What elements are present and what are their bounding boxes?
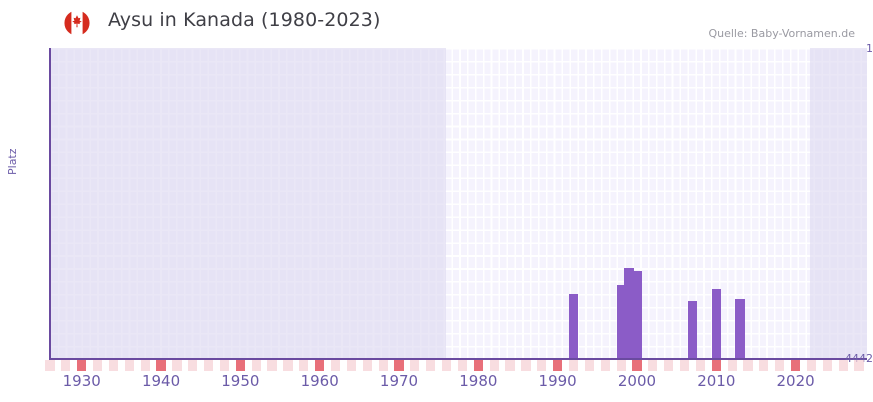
tickmark-1944 — [188, 360, 198, 371]
tickmark-1980 — [473, 360, 483, 371]
tickmark-1996 — [600, 360, 610, 371]
tickmark-1950 — [235, 360, 245, 371]
x-axis-label-1980: 1980 — [459, 372, 498, 390]
tickmark-2004 — [664, 360, 674, 371]
tickmark-2024 — [822, 360, 832, 371]
bar-2007 — [687, 301, 698, 359]
tickmark-1966 — [362, 360, 372, 371]
tickmark-1990 — [553, 360, 563, 371]
tickmark-1934 — [108, 360, 119, 371]
shaded-band-after-range — [810, 48, 867, 359]
bar-1992 — [568, 294, 579, 359]
tickmark-1954 — [267, 360, 277, 371]
tickmark-2028 — [854, 360, 864, 371]
tickmark-2008 — [695, 360, 705, 371]
tickmark-1972 — [410, 360, 420, 371]
x-axis-line — [49, 358, 867, 360]
y-axis-label-top: 1 — [866, 42, 873, 55]
tickmark-1958 — [299, 360, 309, 371]
canada-flag-icon — [63, 9, 91, 37]
x-axis-label-1930: 1930 — [62, 372, 101, 390]
tickmark-2010 — [711, 360, 721, 371]
tickmark-2016 — [759, 360, 769, 371]
y-axis-title: Platz — [6, 148, 19, 175]
chart-title: Aysu in Kanada (1980-2023) — [108, 9, 381, 31]
x-axis-label-1990: 1990 — [538, 372, 577, 390]
tickmark-2026 — [838, 360, 848, 371]
tickmark-1926 — [45, 360, 55, 371]
x-axis-label-1970: 1970 — [379, 372, 419, 390]
bar-2000 — [632, 270, 642, 359]
tickmark-1928 — [61, 360, 71, 371]
y-axis-label-bottom: 4442 — [845, 352, 873, 365]
x-axis-label-1960: 1960 — [300, 372, 339, 390]
x-axis-label-2020: 2020 — [776, 372, 815, 390]
tickmark-1940 — [156, 360, 166, 371]
tickmark-1960 — [315, 360, 325, 371]
tickmark-1930 — [77, 360, 87, 371]
tickmark-1948 — [219, 360, 230, 371]
tickmark-1970 — [394, 360, 404, 371]
tickmark-1942 — [172, 360, 182, 371]
tickmark-2014 — [743, 360, 753, 371]
tickmark-2000 — [632, 360, 642, 371]
tickmark-1952 — [251, 360, 261, 371]
tickmark-1962 — [330, 360, 341, 371]
tickmark-1992 — [568, 360, 579, 371]
tickmark-1976 — [442, 360, 452, 371]
bar-1998 — [616, 284, 626, 359]
tickmark-1956 — [283, 360, 293, 371]
tickmark-1938 — [140, 360, 150, 371]
tickmark-2012 — [727, 360, 737, 371]
shaded-band-before-range — [50, 48, 446, 359]
bar-2013 — [735, 298, 745, 359]
tickmark-1994 — [584, 360, 594, 371]
tickmark-1978 — [457, 360, 468, 371]
tickmark-1988 — [537, 360, 547, 371]
chart-header: Aysu in Kanada (1980-2023) Quelle: Baby-… — [0, 0, 873, 46]
tickmark-1964 — [346, 360, 356, 371]
y-axis-line — [49, 48, 51, 360]
tickmark-2006 — [679, 360, 690, 371]
x-axis-label-2000: 2000 — [617, 372, 657, 390]
tickmark-2022 — [806, 360, 817, 371]
tickmark-1936 — [124, 360, 134, 371]
tickmark-1968 — [378, 360, 388, 371]
bar-1999 — [624, 267, 634, 359]
plot-area — [50, 48, 867, 359]
tickmark-2002 — [648, 360, 658, 371]
source-attribution: Quelle: Baby-Vornamen.de — [708, 27, 855, 40]
tickmark-1946 — [204, 360, 214, 371]
x-axis-label-1950: 1950 — [221, 372, 260, 390]
tickmark-1982 — [489, 360, 499, 371]
tickmark-1974 — [426, 360, 436, 371]
tickmark-2018 — [775, 360, 785, 371]
tickmark-1998 — [616, 360, 626, 371]
x-axis-label-2010: 2010 — [697, 372, 736, 390]
tickmark-1932 — [92, 360, 103, 371]
x-axis-label-1940: 1940 — [141, 372, 181, 390]
tickmark-2020 — [791, 360, 801, 371]
tickmark-1984 — [505, 360, 515, 371]
bar-2010 — [711, 288, 721, 359]
tickmark-1986 — [521, 360, 531, 371]
